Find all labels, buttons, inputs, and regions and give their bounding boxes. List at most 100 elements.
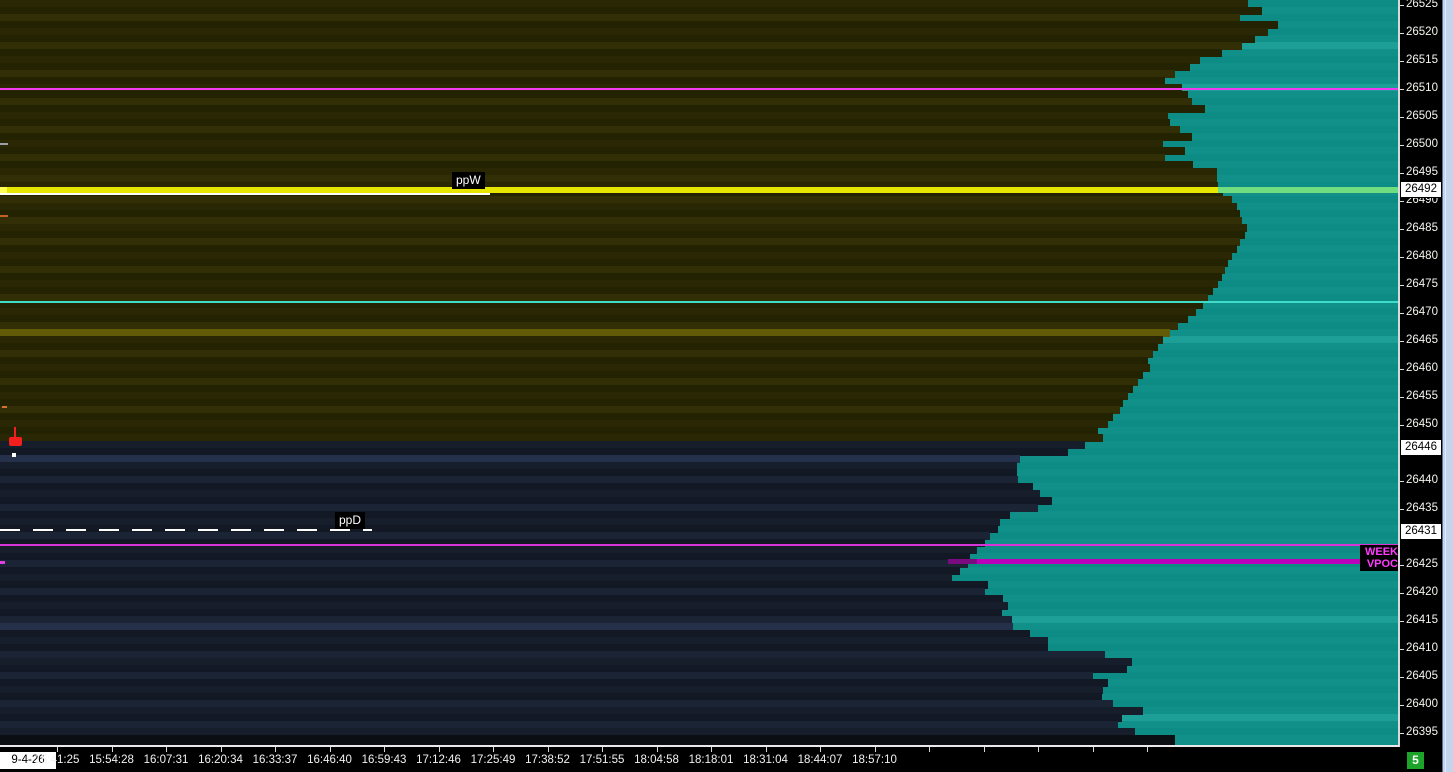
red-line-marker <box>14 427 16 438</box>
price-axis-tick <box>1400 61 1404 63</box>
cyan-level-line-26472 <box>0 300 1398 303</box>
price-axis-label: 26450 <box>1406 418 1438 431</box>
time-axis[interactable]: 9-4-26 15:41:25 15:54:28 16:07:31 16:20:34 1… <box>0 747 1400 772</box>
profile-row <box>0 602 1008 610</box>
profile-row <box>0 679 1108 687</box>
price-axis-tick <box>1400 509 1404 511</box>
orange-dash-marker <box>2 406 7 408</box>
profile-row <box>0 441 1085 449</box>
time-axis-label: 16:07:31 <box>143 754 189 766</box>
price-axis-tick <box>1400 565 1404 567</box>
profile-row <box>0 301 1203 309</box>
profile-row <box>0 28 1268 36</box>
profile-row <box>0 588 985 596</box>
profile-row <box>0 455 1020 463</box>
profile-row <box>0 245 1237 253</box>
profile-row <box>0 539 985 547</box>
ppd-pivot-label: ppD <box>335 512 366 530</box>
time-axis-tick <box>220 747 222 752</box>
session-date-label: 9-4-26 <box>0 752 56 769</box>
price-axis-label: 26470 <box>1406 306 1438 319</box>
interval-badge[interactable]: 5 <box>1407 752 1424 769</box>
price-axis-tick <box>1400 33 1404 35</box>
profile-row <box>0 693 1102 701</box>
price-axis-label: 26525 <box>1406 0 1438 11</box>
ppw-line-left-block <box>0 186 7 193</box>
week-vpoc-label: WEEK VPOC <box>1360 545 1398 572</box>
time-axis-tick <box>929 747 930 752</box>
price-tag: 26431 <box>1400 522 1442 540</box>
profile-row <box>0 560 968 568</box>
profile-row <box>0 385 1133 393</box>
profile-row <box>0 434 1103 442</box>
profile-row <box>0 280 1218 288</box>
price-axis-label: 26420 <box>1406 586 1438 599</box>
price-axis-tick <box>1400 117 1404 119</box>
time-axis-label: 17:12:46 <box>416 754 461 766</box>
profile-row <box>0 490 1040 498</box>
time-axis-tick <box>711 747 712 752</box>
profile-row <box>0 14 1240 22</box>
time-axis-tick <box>1038 747 1039 752</box>
price-axis-tick <box>1400 201 1404 203</box>
profile-row <box>0 161 1193 169</box>
price-axis-tick <box>1400 677 1404 679</box>
profile-row <box>0 98 1192 106</box>
profile-row <box>0 7 1262 15</box>
time-axis-label: 18:04:58 <box>634 754 679 766</box>
profile-row <box>0 707 1143 715</box>
profile-row <box>0 287 1213 295</box>
time-axis-tick <box>765 747 767 752</box>
price-axis-label: 26460 <box>1406 362 1438 375</box>
time-axis-tick <box>438 747 440 752</box>
vertical-scrollbar[interactable] <box>1442 0 1453 772</box>
time-axis-tick <box>1147 747 1148 752</box>
white-dot-marker <box>12 453 16 457</box>
time-axis-tick <box>493 747 494 752</box>
price-axis-tick <box>1400 341 1404 343</box>
price-axis-label: 26485 <box>1406 222 1438 235</box>
time-axis-label: 16:33:37 <box>252 754 298 766</box>
time-axis-label: 16:46:40 <box>307 754 352 766</box>
profile-row <box>0 546 977 554</box>
profile-row <box>0 350 1153 358</box>
price-axis-label: 26520 <box>1406 26 1438 39</box>
time-axis-tick <box>1092 747 1094 752</box>
week-vpoc-line-overlap <box>948 559 977 565</box>
price-axis-label: 26405 <box>1406 670 1438 683</box>
price-axis-tick <box>1400 229 1404 231</box>
price-axis-tick <box>1400 89 1404 91</box>
profile-row <box>0 175 1217 183</box>
profile-row <box>0 56 1200 64</box>
profile-row <box>0 630 1030 638</box>
profile-row <box>0 532 990 540</box>
profile-row <box>0 42 1242 50</box>
profile-row <box>0 0 1248 8</box>
price-tag: 26446 <box>1400 438 1442 456</box>
profile-row <box>0 91 1188 99</box>
price-axis-label: 26505 <box>1406 110 1438 123</box>
price-axis-label: 26465 <box>1406 334 1438 347</box>
profile-row <box>0 574 952 582</box>
profile-row <box>0 224 1247 232</box>
profile-row <box>0 364 1150 372</box>
profile-row <box>0 644 1048 652</box>
profile-row <box>0 392 1128 400</box>
price-axis-label: 26500 <box>1406 138 1438 151</box>
profile-row <box>0 378 1138 386</box>
price-axis-tick <box>1400 481 1404 483</box>
profile-row <box>0 252 1232 260</box>
volume-profile-chart[interactable]: ppW ppD WEEK VPOC <box>0 0 1400 747</box>
price-axis[interactable]: 26525 26520 26515 26510 26505 26500 26495 26490… <box>1400 0 1443 772</box>
profile-row <box>0 399 1123 407</box>
time-axis-tick <box>874 747 876 752</box>
time-axis-tick <box>275 747 276 752</box>
price-axis-tick <box>1400 705 1404 707</box>
profile-row <box>0 77 1165 85</box>
profile-row <box>0 294 1208 302</box>
profile-row <box>0 686 1103 694</box>
profile-row <box>0 63 1190 71</box>
price-axis-tick <box>1400 257 1404 259</box>
profile-row <box>0 371 1143 379</box>
profile-row <box>0 420 1108 428</box>
